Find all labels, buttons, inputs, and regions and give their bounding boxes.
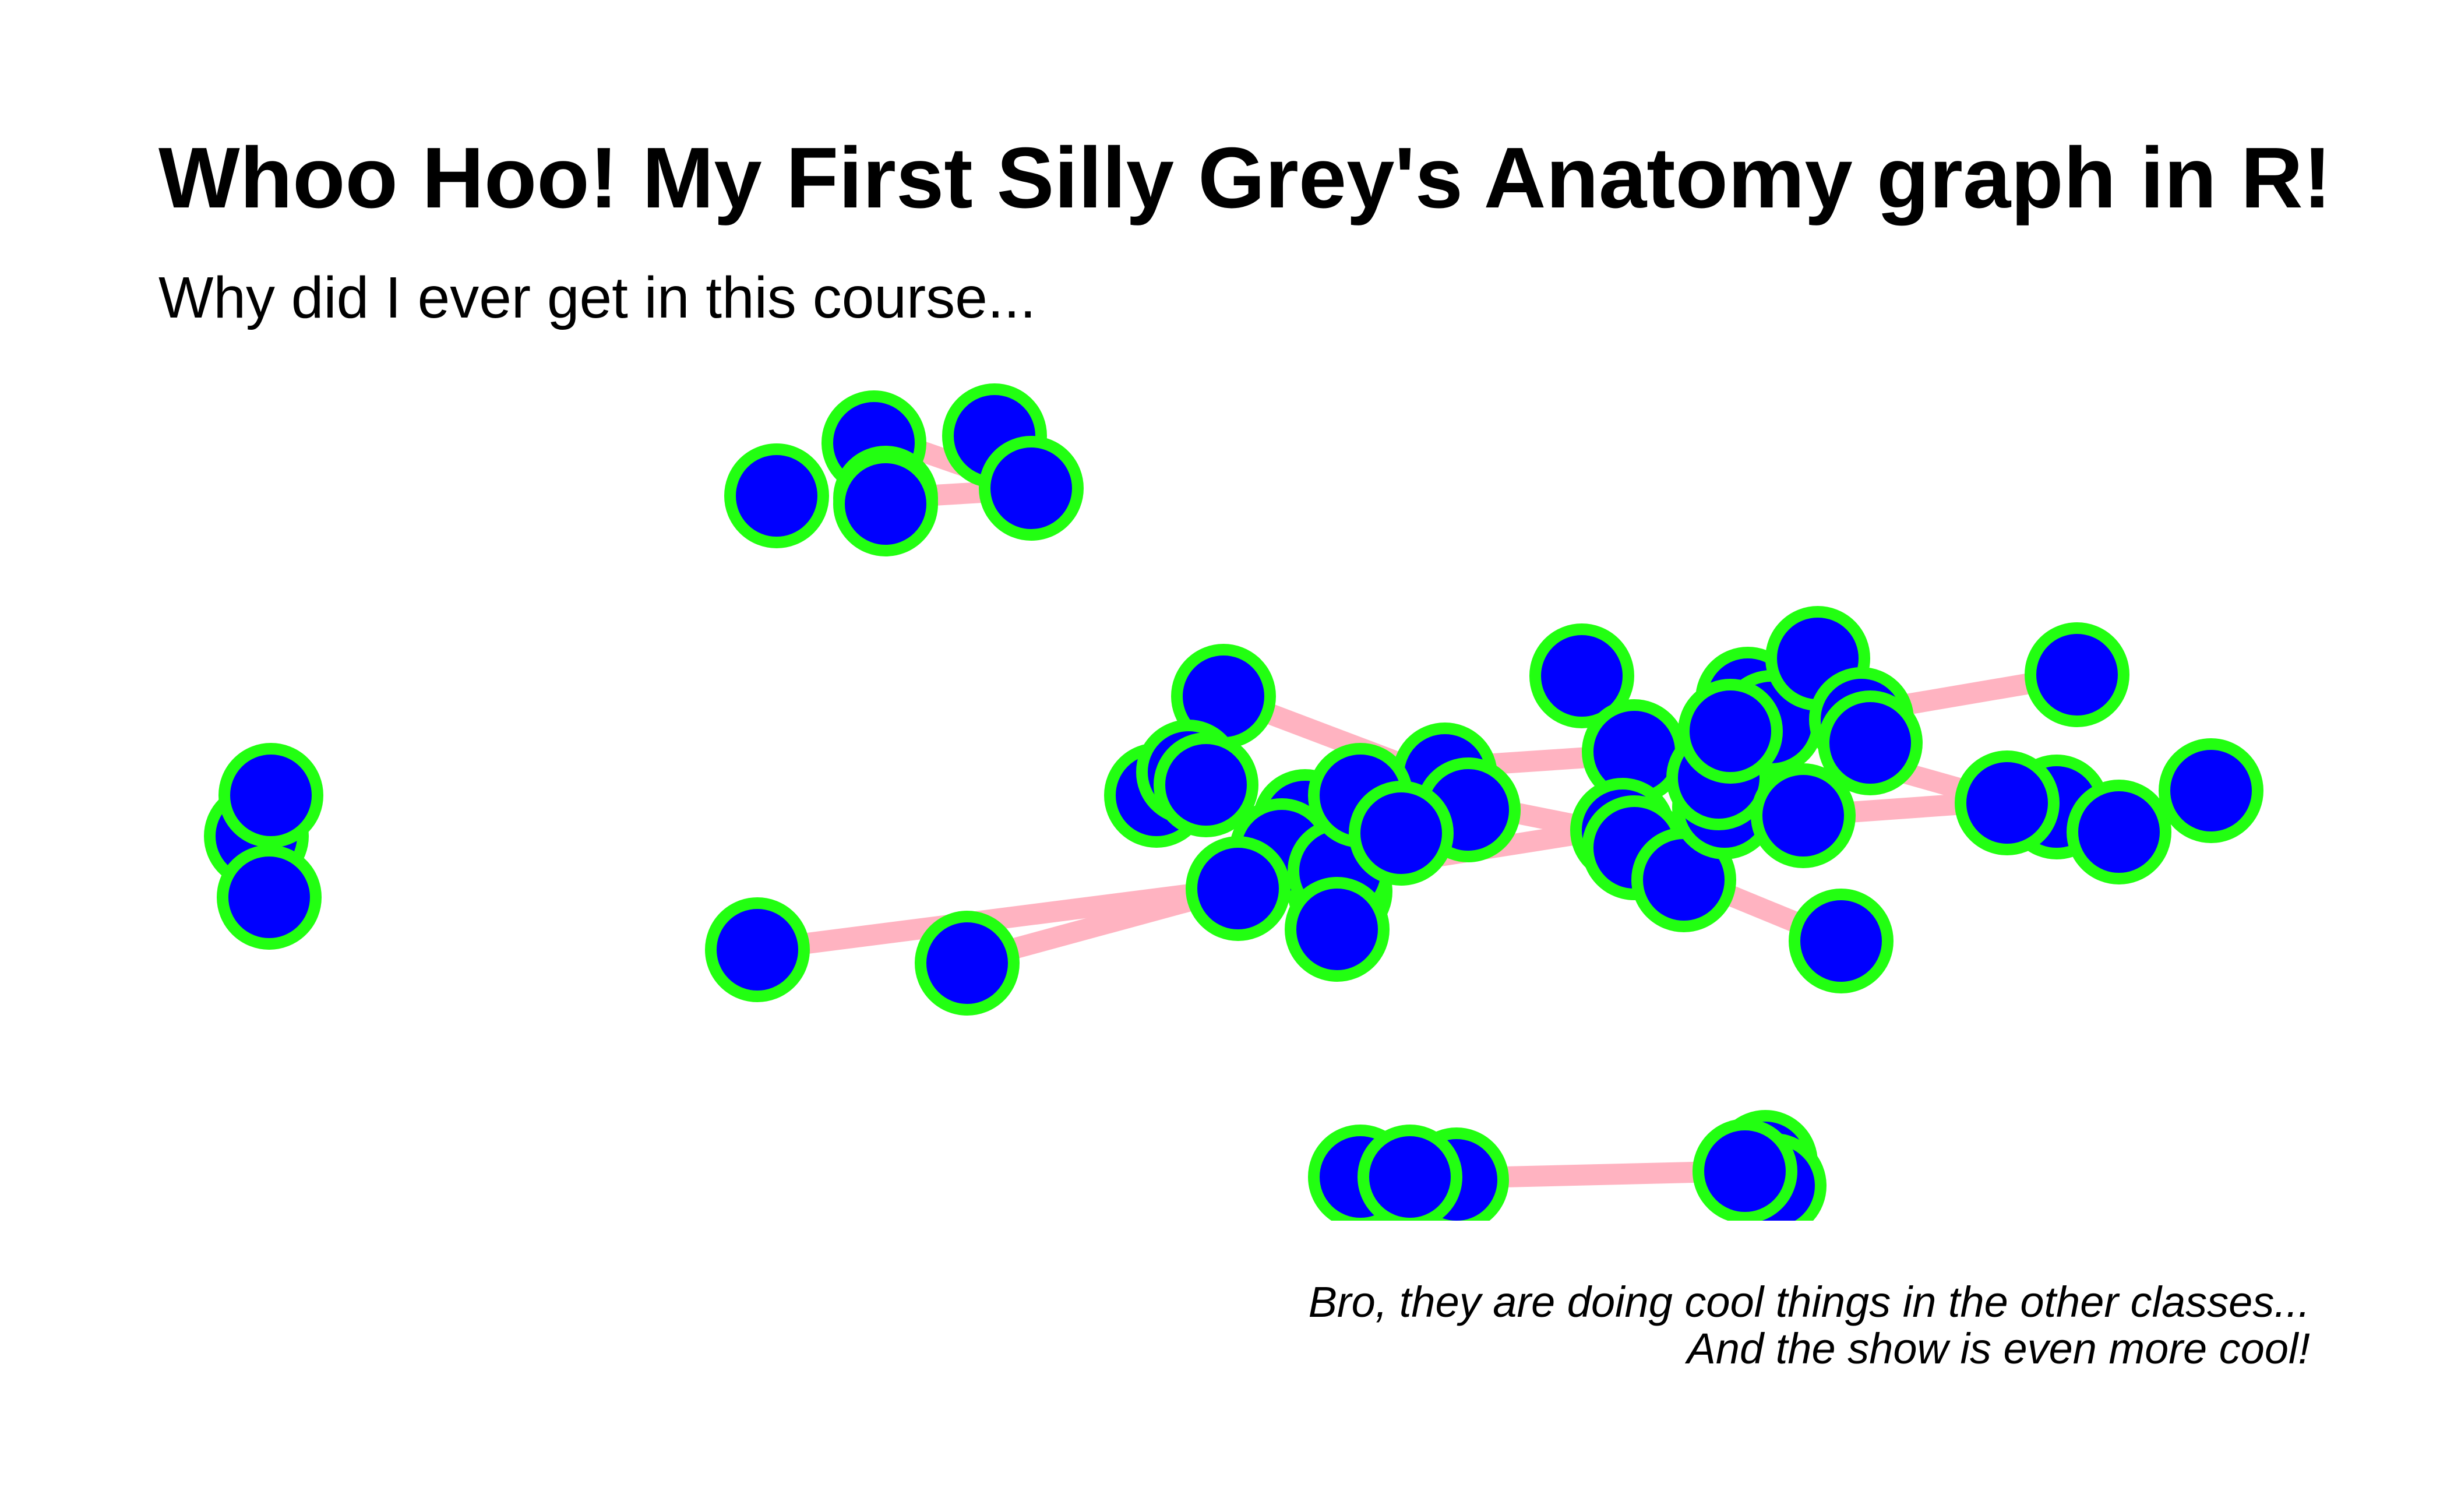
node [979,436,1084,541]
caption-line-2: And the show is even more cool! [1685,1324,2310,1373]
node [2159,738,2263,843]
node [1751,763,1856,868]
caption-line-1: Bro, they are doing cool things in the o… [1309,1278,2310,1326]
nodes-layer [204,383,2263,1221]
node [833,452,938,556]
chart-subtitle: Why did I ever get in this course... [158,265,1036,330]
node [2025,622,2129,727]
node [218,743,323,848]
node [1818,690,1923,795]
node [217,845,322,950]
node [1693,1119,1797,1221]
node [1955,750,2060,855]
node [1349,781,1454,886]
node [1529,623,1634,728]
edge [747,878,1246,960]
node [915,911,1020,1016]
chart-title: Whoo Hoo! My First Silly Grey's Anatomy … [158,130,2332,226]
node [2067,780,2171,884]
node [1186,836,1291,941]
node [1154,732,1258,837]
node [1358,1125,1462,1221]
node [1678,679,1783,784]
node [1789,889,1894,993]
node [705,897,810,1002]
network-panel [204,383,2263,1221]
node [1285,877,1390,982]
node [724,443,829,548]
